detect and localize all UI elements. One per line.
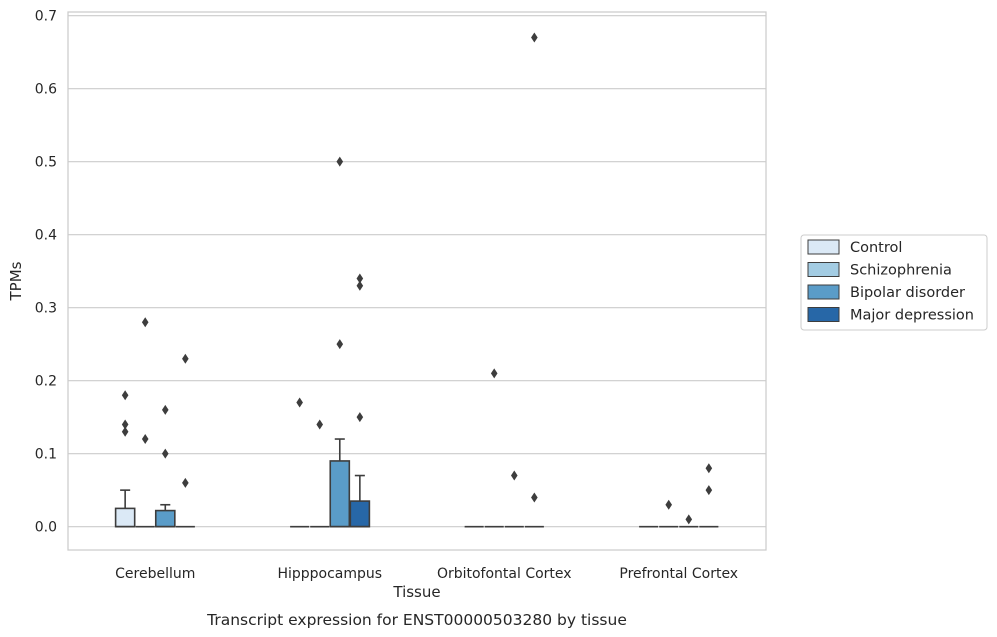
- outlier-point: [490, 368, 498, 379]
- outlier-point: [356, 280, 364, 291]
- outlier-point: [316, 419, 324, 430]
- outlier-point: [121, 419, 129, 430]
- y-tick-label: 0.3: [35, 301, 57, 317]
- outliers: [121, 32, 713, 525]
- outlier-point: [356, 412, 364, 423]
- x-axis-title: Tissue: [392, 583, 440, 601]
- plot-frame: [67, 11, 767, 551]
- x-axis: Cerebellum Hipppocampus Orbitofontal Corte…: [115, 566, 738, 582]
- y-tick-label: 0.7: [35, 9, 57, 25]
- x-tick-label: Prefrontal Cortex: [619, 566, 738, 582]
- box: [329, 460, 351, 528]
- chart-caption: Transcript expression for ENST0000050328…: [206, 611, 627, 629]
- y-tick-label: 0.1: [35, 447, 57, 463]
- outlier-point: [336, 156, 344, 167]
- outlier-point: [531, 492, 538, 503]
- y-axis: 0.0 0.1 0.2 0.3 0.4 0.5 0.6 0.7: [35, 9, 57, 536]
- boxes: [114, 438, 719, 528]
- grid-lines: [68, 15, 766, 528]
- legend-label: Control: [850, 240, 902, 256]
- outlier-point: [121, 426, 129, 437]
- outlier-point: [141, 317, 149, 328]
- legend-label: Bipolar disorder: [850, 285, 965, 301]
- outlier-point: [705, 463, 713, 474]
- y-tick-label: 0.2: [35, 374, 57, 390]
- legend-swatch: [807, 284, 840, 300]
- y-axis-title: TPMs: [7, 261, 25, 301]
- x-tick-label: Hipppocampus: [277, 566, 382, 582]
- outlier-point: [161, 448, 169, 459]
- outlier-point: [510, 470, 518, 481]
- outlier-point: [161, 404, 169, 415]
- outlier-point: [121, 390, 129, 401]
- outlier-point: [665, 499, 673, 510]
- outlier-point: [296, 397, 303, 408]
- box: [154, 509, 176, 528]
- outlier-point: [531, 32, 538, 43]
- y-tick-label: 0.6: [35, 82, 57, 98]
- outlier-point: [356, 273, 364, 284]
- legend-swatch: [807, 239, 840, 255]
- legend-label: Major depression: [850, 308, 974, 324]
- legend-swatch: [807, 307, 840, 322]
- legend-frame: [800, 234, 988, 331]
- box: [114, 507, 136, 528]
- y-tick-label: 0.5: [35, 155, 57, 171]
- legend: Control Schizophrenia Bipolar disorder Majo…: [800, 234, 988, 331]
- x-tick-label: Orbitofontal Cortex: [437, 566, 572, 582]
- outlier-point: [182, 477, 189, 488]
- outlier-point: [141, 434, 149, 445]
- outlier-point: [182, 353, 189, 364]
- outlier-point: [705, 485, 713, 496]
- box: [349, 500, 371, 528]
- x-tick-label: Cerebellum: [115, 566, 195, 582]
- legend-label: Schizophrenia: [850, 263, 952, 279]
- y-tick-label: 0.4: [35, 228, 57, 244]
- legend-swatch: [807, 262, 840, 277]
- outlier-point: [336, 339, 344, 350]
- y-tick-label: 0.0: [35, 520, 57, 536]
- outlier-point: [685, 514, 693, 525]
